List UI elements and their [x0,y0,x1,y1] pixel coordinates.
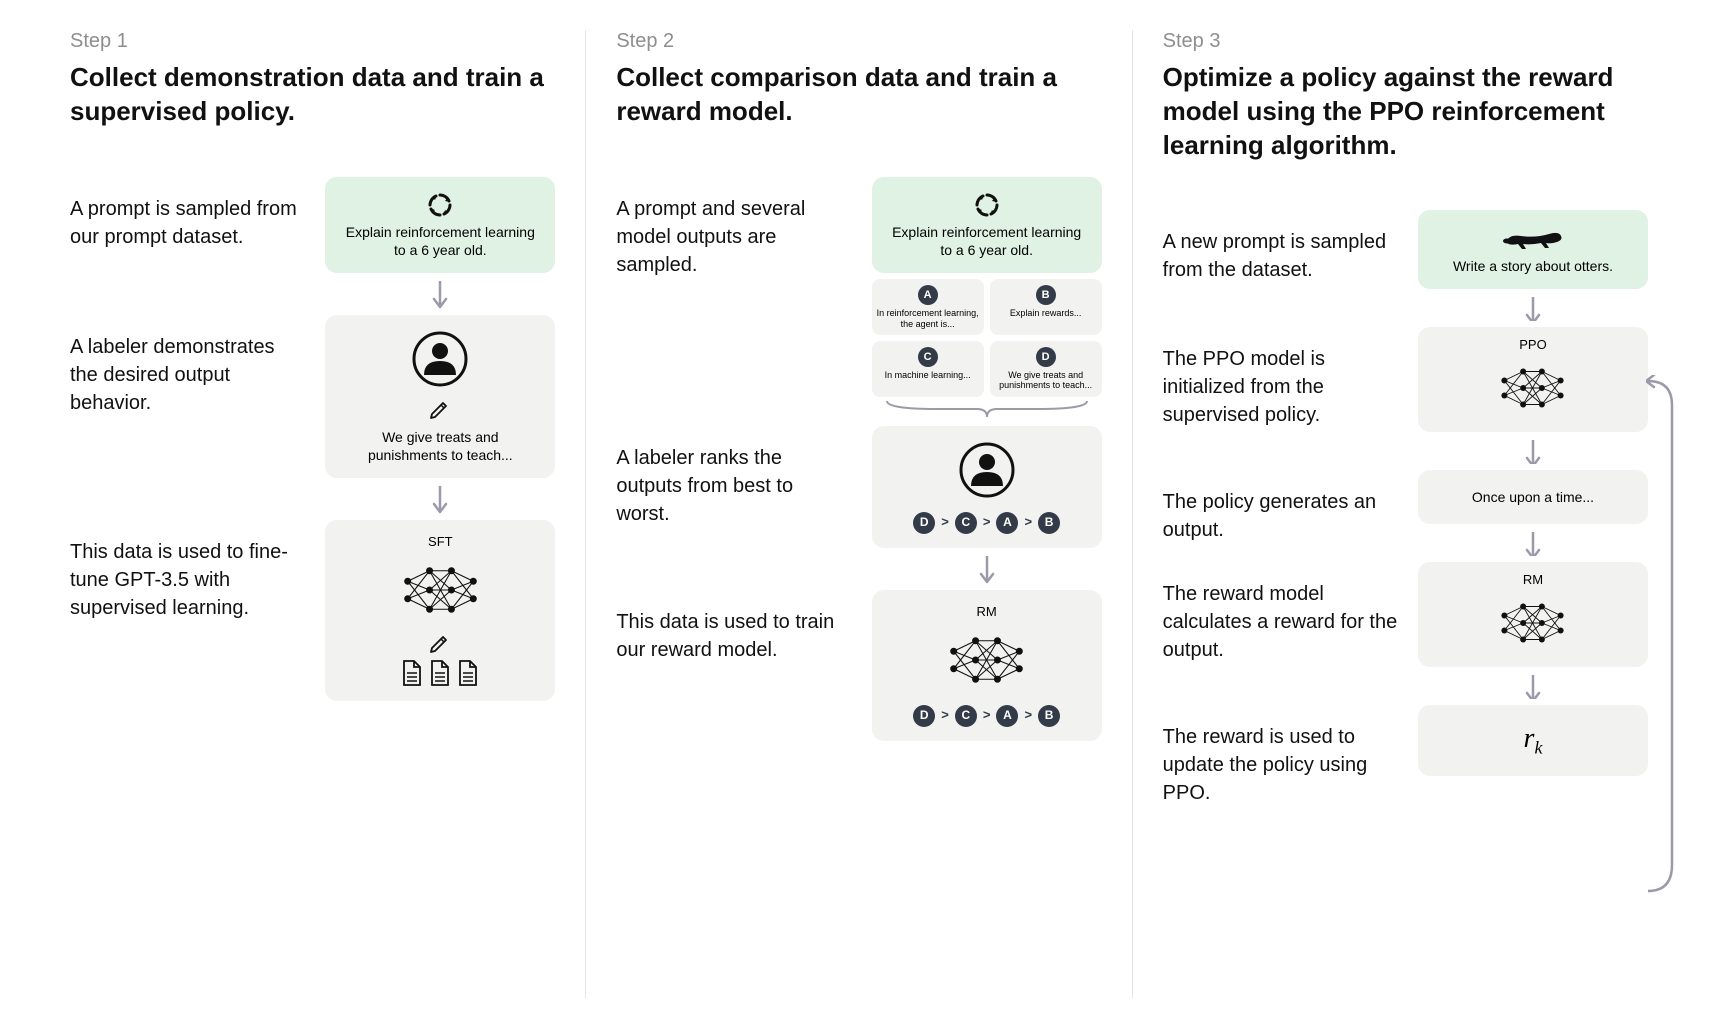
step3-column: Step 3 Optimize a policy against the rew… [1133,30,1678,998]
arrow-icon [1521,432,1545,470]
arrow-icon [1521,667,1545,705]
neural-net-icon [888,625,1086,699]
step2-rm-card: RM D> C> A> B [872,590,1102,741]
step1-sft-card: SFT [325,520,555,701]
step3-output-text: Once upon a time... [1434,488,1632,506]
doc-icon [456,659,480,687]
step3-r5-text: The reward is used to update the policy … [1163,705,1398,807]
ppo-label: PPO [1434,337,1632,354]
sample-b: BExplain rewards... [990,279,1102,335]
rm-label: RM [888,604,1086,621]
step2-prompt-card: Explain reinforcement learning to a 6 ye… [872,177,1102,274]
step1-r3-text: This data is used to fine-tune GPT-3.5 w… [70,520,305,622]
otter-icon [1434,224,1632,256]
step1-labeler-card: We give treats and punishments to teach.… [325,315,555,478]
sample-d: DWe give treats and punishments to teach… [990,341,1102,397]
step1-row3: This data is used to fine-tune GPT-3.5 w… [70,520,555,701]
step3-row4: The reward model calculates a reward for… [1163,562,1648,705]
step3-reward-card: rk [1418,705,1648,776]
arrow-icon [428,478,452,520]
step1-row1: A prompt is sampled from our prompt data… [70,177,555,316]
step2-row2: A labeler ranks the outputs from best to… [616,426,1101,590]
neural-net-icon [341,555,539,629]
step3-r2-text: The PPO model is initialized from the su… [1163,327,1398,429]
feedback-loop-arrow [1646,375,1676,895]
step3-prompt-text: Write a story about otters. [1434,257,1632,275]
step2-row1: A prompt and several model outputs are s… [616,177,1101,426]
step1-title: Collect demonstration data and train a s… [70,61,555,129]
step3-r1-text: A new prompt is sampled from the dataset… [1163,210,1398,284]
step3-title: Optimize a policy against the reward mod… [1163,61,1648,162]
arrow-icon [428,273,452,315]
step1-row2: A labeler demonstrates the desired outpu… [70,315,555,520]
step3-label: Step 3 [1163,30,1648,53]
step3-output-card: Once upon a time... [1418,470,1648,524]
step3-row3: The policy generates an output. Once upo… [1163,470,1648,562]
arrow-icon [975,548,999,590]
ranking-row: D> C> A> B [888,705,1086,727]
step3-row5: The reward is used to update the policy … [1163,705,1648,807]
brace-icon [877,397,1097,426]
step2-r3-text: This data is used to train our reward mo… [616,590,851,664]
cycle-icon [888,191,1086,223]
sample-c: CIn machine learning... [872,341,984,397]
reward-formula: rk [1524,723,1543,754]
step1-prompt-text: Explain reinforcement learning to a 6 ye… [341,223,539,259]
pencil-icon [341,631,539,657]
step1-label: Step 1 [70,30,555,53]
diagram-container: Step 1 Collect demonstration data and tr… [40,30,1678,998]
cycle-icon [341,191,539,223]
samples-grid: AIn reinforcement learning, the agent is… [872,279,1102,396]
docs-row [341,659,539,687]
step1-r2-text: A labeler demonstrates the desired outpu… [70,315,305,417]
step2-ranker-card: D> C> A> B [872,426,1102,548]
step2-row3: This data is used to train our reward mo… [616,590,1101,741]
step2-r2-text: A labeler ranks the outputs from best to… [616,426,851,528]
doc-icon [428,659,452,687]
step2-r1-text: A prompt and several model outputs are s… [616,177,851,279]
arrow-icon [1521,524,1545,562]
rm-label: RM [1434,572,1632,589]
sft-label: SFT [341,534,539,551]
step3-row1: A new prompt is sampled from the dataset… [1163,210,1648,326]
neural-net-icon [1434,593,1632,657]
step1-column: Step 1 Collect demonstration data and tr… [40,30,585,998]
step1-r1-text: A prompt is sampled from our prompt data… [70,177,305,251]
step2-prompt-text: Explain reinforcement learning to a 6 ye… [888,223,1086,259]
step1-output-text: We give treats and punishments to teach.… [341,428,539,464]
step3-r3-text: The policy generates an output. [1163,470,1398,544]
step3-r4-text: The reward model calculates a reward for… [1163,562,1398,664]
pencil-icon [341,397,539,423]
step3-row2: The PPO model is initialized from the su… [1163,327,1648,470]
person-icon [888,440,1086,504]
step3-rm-card: RM [1418,562,1648,667]
step2-column: Step 2 Collect comparison data and train… [586,30,1131,998]
person-icon [341,329,539,393]
step1-prompt-card: Explain reinforcement learning to a 6 ye… [325,177,555,274]
step2-label: Step 2 [616,30,1101,53]
ranking-row: D> C> A> B [888,512,1086,534]
sample-a: AIn reinforcement learning, the agent is… [872,279,984,335]
doc-icon [400,659,424,687]
arrow-icon [1521,289,1545,327]
neural-net-icon [1434,358,1632,422]
step3-prompt-card: Write a story about otters. [1418,210,1648,288]
step3-ppo-card: PPO [1418,327,1648,432]
step2-title: Collect comparison data and train a rewa… [616,61,1101,129]
